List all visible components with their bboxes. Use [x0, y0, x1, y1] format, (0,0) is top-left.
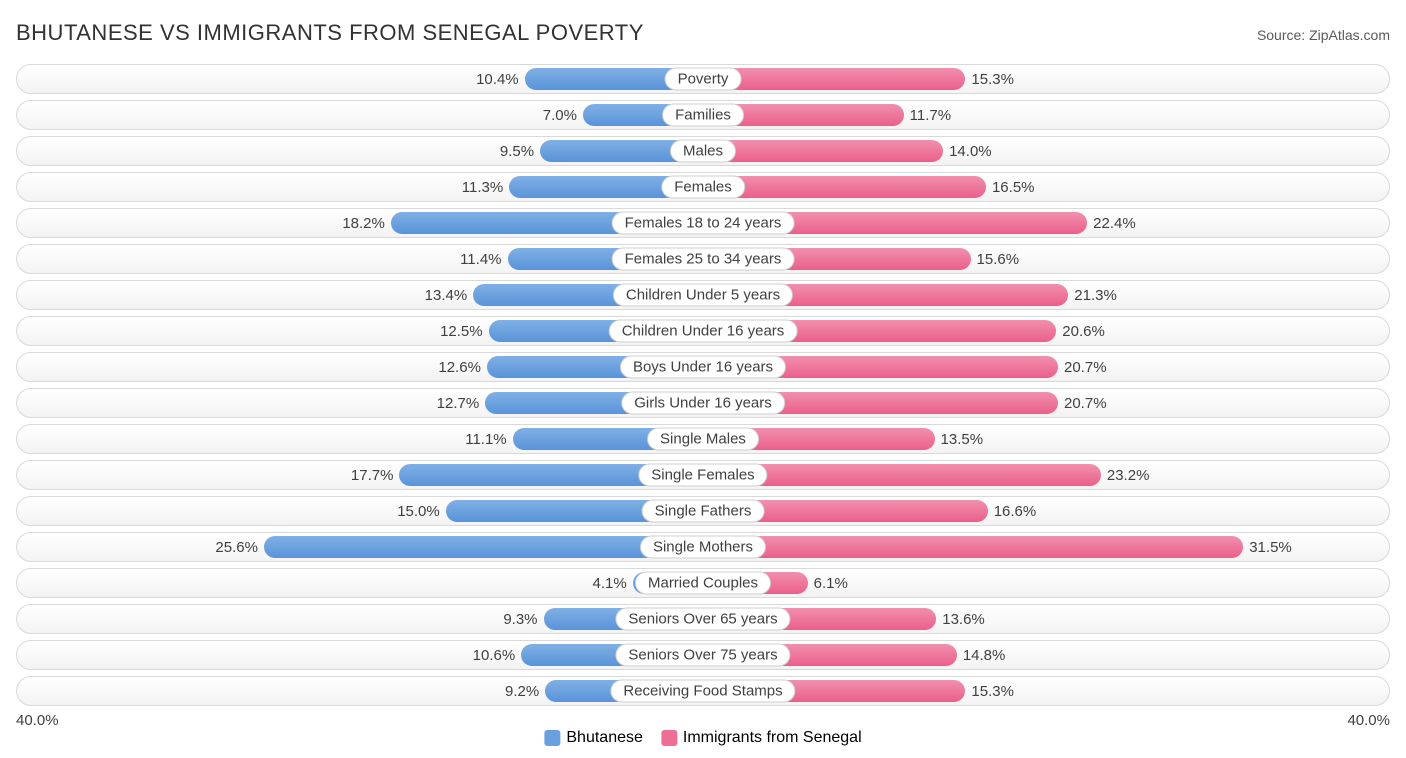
value-left: 10.4% — [470, 65, 525, 93]
value-left: 9.5% — [494, 137, 540, 165]
category-label: Girls Under 16 years — [621, 392, 785, 415]
chart-row: 18.2% 22.4% Females 18 to 24 years — [16, 208, 1390, 238]
bar-right — [703, 68, 965, 90]
legend-label-right: Immigrants from Senegal — [683, 729, 862, 747]
value-right: 22.4% — [1087, 209, 1142, 237]
value-right: 13.6% — [936, 605, 991, 633]
legend-swatch-right — [661, 730, 677, 746]
axis-max-left: 40.0% — [16, 712, 703, 729]
chart-row: 9.2% 15.3% Receiving Food Stamps — [16, 676, 1390, 706]
value-right: 15.3% — [965, 677, 1020, 705]
value-left: 11.4% — [454, 245, 507, 273]
chart-row: 7.0% 11.7% Families — [16, 100, 1390, 130]
value-left: 25.6% — [209, 533, 264, 561]
category-label: Seniors Over 65 years — [615, 608, 790, 631]
category-label: Seniors Over 75 years — [615, 644, 790, 667]
category-label: Children Under 16 years — [609, 320, 798, 343]
value-left: 12.5% — [434, 317, 489, 345]
chart-row: 12.6% 20.7% Boys Under 16 years — [16, 352, 1390, 382]
category-label: Males — [670, 140, 736, 163]
value-right: 14.0% — [943, 137, 998, 165]
diverging-bar-chart: 10.4% 15.3% Poverty 7.0% 11.7% Families 9.5% 14… — [16, 64, 1390, 706]
bar-right — [703, 140, 943, 162]
chart-row: 25.6% 31.5% Single Mothers — [16, 532, 1390, 562]
category-label: Females 18 to 24 years — [612, 212, 795, 235]
value-left: 9.2% — [499, 677, 545, 705]
value-left: 12.7% — [431, 389, 486, 417]
bar-right — [703, 536, 1243, 558]
value-right: 15.6% — [971, 245, 1026, 273]
value-left: 18.2% — [336, 209, 391, 237]
axis-max-right: 40.0% — [703, 712, 1390, 729]
legend-swatch-left — [544, 730, 560, 746]
value-left: 17.7% — [345, 461, 400, 489]
chart-title: BHUTANESE VS IMMIGRANTS FROM SENEGAL POV… — [16, 20, 644, 46]
value-left: 12.6% — [432, 353, 487, 381]
value-right: 6.1% — [808, 569, 854, 597]
chart-row: 12.5% 20.6% Children Under 16 years — [16, 316, 1390, 346]
category-label: Females 25 to 34 years — [612, 248, 795, 271]
value-right: 20.7% — [1058, 389, 1113, 417]
value-right: 31.5% — [1243, 533, 1298, 561]
chart-row: 17.7% 23.2% Single Females — [16, 460, 1390, 490]
category-label: Single Females — [638, 464, 767, 487]
value-left: 15.0% — [391, 497, 446, 525]
category-label: Females — [661, 176, 745, 199]
value-right: 16.5% — [986, 173, 1041, 201]
value-left: 11.3% — [456, 173, 509, 201]
value-left: 4.1% — [586, 569, 632, 597]
chart-row: 9.5% 14.0% Males — [16, 136, 1390, 166]
category-label: Families — [662, 104, 744, 127]
chart-row: 4.1% 6.1% Married Couples — [16, 568, 1390, 598]
chart-row: 11.4% 15.6% Females 25 to 34 years — [16, 244, 1390, 274]
value-left: 7.0% — [537, 101, 583, 129]
bar-left — [264, 536, 703, 558]
category-label: Boys Under 16 years — [620, 356, 786, 379]
chart-row: 13.4% 21.3% Children Under 5 years — [16, 280, 1390, 310]
value-right: 15.3% — [965, 65, 1020, 93]
chart-row: 10.4% 15.3% Poverty — [16, 64, 1390, 94]
chart-row: 11.3% 16.5% Females — [16, 172, 1390, 202]
value-right: 21.3% — [1068, 281, 1123, 309]
value-right: 14.8% — [957, 641, 1012, 669]
chart-row: 11.1% 13.5% Single Males — [16, 424, 1390, 454]
value-left: 11.1% — [459, 425, 512, 453]
value-right: 11.7% — [904, 101, 957, 129]
category-label: Poverty — [665, 68, 742, 91]
chart-row: 12.7% 20.7% Girls Under 16 years — [16, 388, 1390, 418]
value-left: 9.3% — [497, 605, 543, 633]
value-left: 10.6% — [467, 641, 522, 669]
value-right: 16.6% — [988, 497, 1043, 525]
chart-row: 10.6% 14.8% Seniors Over 75 years — [16, 640, 1390, 670]
legend: Bhutanese Immigrants from Senegal — [544, 729, 861, 747]
value-right: 20.7% — [1058, 353, 1113, 381]
legend-label-left: Bhutanese — [566, 729, 643, 747]
value-right: 13.5% — [935, 425, 990, 453]
category-label: Single Males — [647, 428, 759, 451]
value-right: 23.2% — [1101, 461, 1156, 489]
value-left: 13.4% — [419, 281, 474, 309]
chart-row: 9.3% 13.6% Seniors Over 65 years — [16, 604, 1390, 634]
legend-item-right: Immigrants from Senegal — [661, 729, 862, 747]
bar-right — [703, 176, 986, 198]
category-label: Receiving Food Stamps — [610, 680, 795, 703]
category-label: Single Mothers — [640, 536, 766, 559]
chart-row: 15.0% 16.6% Single Fathers — [16, 496, 1390, 526]
source-attribution: Source: ZipAtlas.com — [1257, 27, 1390, 43]
category-label: Children Under 5 years — [613, 284, 793, 307]
legend-item-left: Bhutanese — [544, 729, 643, 747]
value-right: 20.6% — [1056, 317, 1111, 345]
category-label: Married Couples — [635, 572, 771, 595]
category-label: Single Fathers — [642, 500, 765, 523]
